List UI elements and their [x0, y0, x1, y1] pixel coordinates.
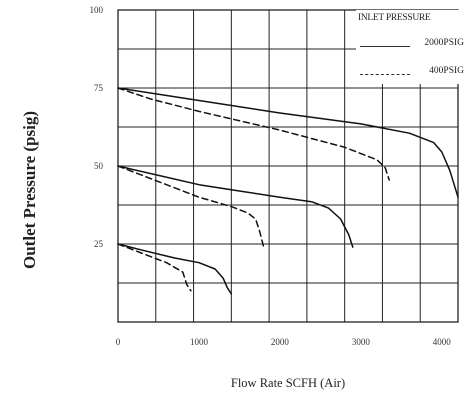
x-tick-label: 2000: [271, 337, 290, 347]
legend-entry-label: 2000PSIG: [424, 38, 464, 48]
tick-labels: 0 1000 2000 3000 4000 100 75 50 25: [90, 5, 452, 347]
legend-entry-dashed: 400PSIG: [358, 64, 464, 76]
y-tick-label: 75: [94, 83, 104, 93]
x-tick-label: 0: [116, 337, 121, 347]
y-axis-label: Outlet Pressure (psig): [20, 110, 39, 270]
legend-dashed-swatch: [360, 74, 410, 75]
x-tick-label: 1000: [190, 337, 209, 347]
series-line-2000psig: [117, 87, 459, 198]
y-tick-label: 50: [94, 161, 104, 171]
series-line-400psig: [117, 243, 192, 292]
series-line-400psig: [117, 87, 390, 181]
x-axis-label: Flow Rate SCFH (Air): [230, 376, 346, 390]
series-line-2000psig: [117, 243, 233, 295]
x-tick-label: 4000: [433, 337, 452, 347]
series-line-400psig: [117, 165, 265, 248]
legend-entry-solid: 2000PSIG: [358, 36, 464, 48]
y-tick-label: 25: [94, 239, 104, 249]
legend-solid-swatch: [360, 46, 410, 47]
series-line-2000psig: [117, 165, 354, 248]
legend: INLET PRESSURE 2000PSIG 400PSIG: [356, 10, 466, 84]
legend-title: INLET PRESSURE: [358, 13, 431, 23]
y-tick-label: 100: [90, 5, 104, 15]
legend-entry-label: 400PSIG: [429, 66, 464, 76]
x-tick-label: 3000: [352, 337, 371, 347]
y-axis-label-box: Outlet Pressure (psig): [10, 40, 50, 340]
series-lines: [117, 87, 459, 295]
